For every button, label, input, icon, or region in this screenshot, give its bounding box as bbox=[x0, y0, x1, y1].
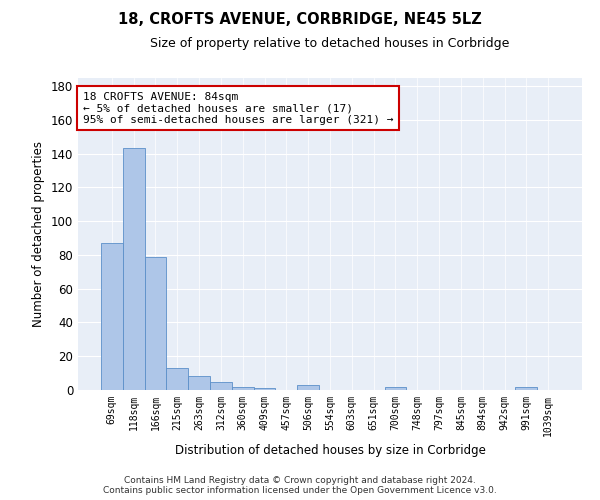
Bar bbox=[515, 386, 537, 390]
Bar bbox=[188, 376, 210, 390]
X-axis label: Distribution of detached houses by size in Corbridge: Distribution of detached houses by size … bbox=[175, 444, 485, 458]
Bar bbox=[232, 386, 254, 390]
Text: 18 CROFTS AVENUE: 84sqm
← 5% of detached houses are smaller (17)
95% of semi-det: 18 CROFTS AVENUE: 84sqm ← 5% of detached… bbox=[83, 92, 394, 125]
Bar bbox=[210, 382, 232, 390]
Y-axis label: Number of detached properties: Number of detached properties bbox=[32, 141, 45, 327]
Bar bbox=[254, 388, 275, 390]
Bar bbox=[123, 148, 145, 390]
Bar bbox=[385, 386, 406, 390]
Bar bbox=[297, 385, 319, 390]
Text: 18, CROFTS AVENUE, CORBRIDGE, NE45 5LZ: 18, CROFTS AVENUE, CORBRIDGE, NE45 5LZ bbox=[118, 12, 482, 28]
Bar bbox=[101, 243, 123, 390]
Title: Size of property relative to detached houses in Corbridge: Size of property relative to detached ho… bbox=[151, 37, 509, 50]
Bar bbox=[145, 256, 166, 390]
Text: Contains HM Land Registry data © Crown copyright and database right 2024.
Contai: Contains HM Land Registry data © Crown c… bbox=[103, 476, 497, 495]
Bar bbox=[166, 368, 188, 390]
